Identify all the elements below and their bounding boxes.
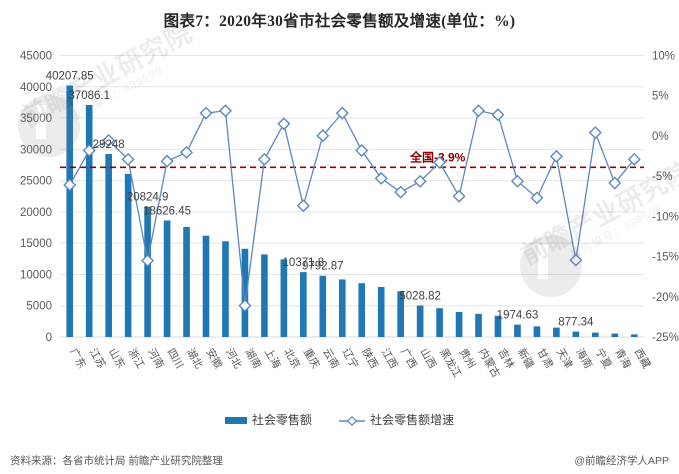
svg-text:5%: 5% bbox=[652, 91, 669, 103]
svg-text:山东: 山东 bbox=[106, 346, 128, 371]
svg-text:20824.9: 20824.9 bbox=[127, 192, 169, 204]
svg-text:海南: 海南 bbox=[573, 346, 595, 371]
svg-text:新疆: 新疆 bbox=[515, 346, 537, 371]
svg-text:河南: 河南 bbox=[145, 346, 167, 371]
svg-text:10%: 10% bbox=[652, 51, 675, 63]
svg-text:云南: 云南 bbox=[320, 346, 342, 371]
svg-text:辽宁: 辽宁 bbox=[340, 346, 362, 371]
svg-text:9792.87: 9792.87 bbox=[302, 261, 344, 273]
svg-text:-15%: -15% bbox=[652, 252, 679, 264]
svg-text:45000: 45000 bbox=[20, 51, 52, 63]
svg-text:安徽: 安徽 bbox=[203, 346, 225, 371]
svg-text:湖南: 湖南 bbox=[242, 346, 264, 371]
svg-text:上海: 上海 bbox=[262, 346, 284, 371]
svg-text:北京: 北京 bbox=[281, 346, 303, 371]
svg-text:-10%: -10% bbox=[652, 211, 679, 223]
svg-text:宁夏: 宁夏 bbox=[593, 346, 615, 371]
svg-text:40000: 40000 bbox=[20, 82, 52, 94]
svg-text:浙江: 浙江 bbox=[126, 347, 147, 372]
svg-text:-5%: -5% bbox=[652, 171, 672, 183]
svg-text:甘肃: 甘肃 bbox=[534, 346, 556, 371]
svg-text:5028.82: 5028.82 bbox=[399, 291, 441, 303]
svg-text:877.34: 877.34 bbox=[558, 317, 594, 329]
svg-text:20000: 20000 bbox=[20, 207, 52, 219]
svg-text:35000: 35000 bbox=[20, 113, 52, 125]
svg-text:37086.1: 37086.1 bbox=[68, 90, 110, 102]
svg-text:广东: 广东 bbox=[67, 346, 89, 371]
svg-text:40207.85: 40207.85 bbox=[46, 70, 94, 82]
svg-text:天津: 天津 bbox=[554, 347, 575, 372]
svg-text:29248: 29248 bbox=[93, 139, 125, 151]
svg-text:18626.45: 18626.45 bbox=[143, 205, 191, 217]
svg-text:江苏: 江苏 bbox=[87, 346, 109, 371]
svg-text:25000: 25000 bbox=[20, 176, 52, 188]
svg-text:10000: 10000 bbox=[20, 269, 52, 281]
svg-text:陕西: 陕西 bbox=[359, 346, 381, 371]
svg-text:四川: 四川 bbox=[164, 347, 185, 371]
svg-text:湖北: 湖北 bbox=[184, 347, 205, 372]
svg-text:西藏: 西藏 bbox=[632, 347, 653, 372]
svg-text:广西: 广西 bbox=[398, 347, 419, 371]
svg-text:山西: 山西 bbox=[418, 347, 439, 371]
svg-text:5000: 5000 bbox=[26, 301, 52, 313]
svg-text:0: 0 bbox=[46, 332, 52, 344]
svg-text:1974.63: 1974.63 bbox=[497, 310, 539, 322]
svg-text:青海: 青海 bbox=[612, 346, 634, 371]
svg-text:重庆: 重庆 bbox=[301, 346, 323, 371]
svg-text:-25%: -25% bbox=[652, 332, 679, 344]
svg-text:15000: 15000 bbox=[20, 238, 52, 250]
svg-text:30000: 30000 bbox=[20, 144, 52, 156]
svg-text:-20%: -20% bbox=[652, 292, 679, 304]
svg-text:河北: 河北 bbox=[223, 347, 244, 372]
svg-text:0%: 0% bbox=[652, 131, 669, 143]
svg-text:江西: 江西 bbox=[379, 347, 400, 371]
